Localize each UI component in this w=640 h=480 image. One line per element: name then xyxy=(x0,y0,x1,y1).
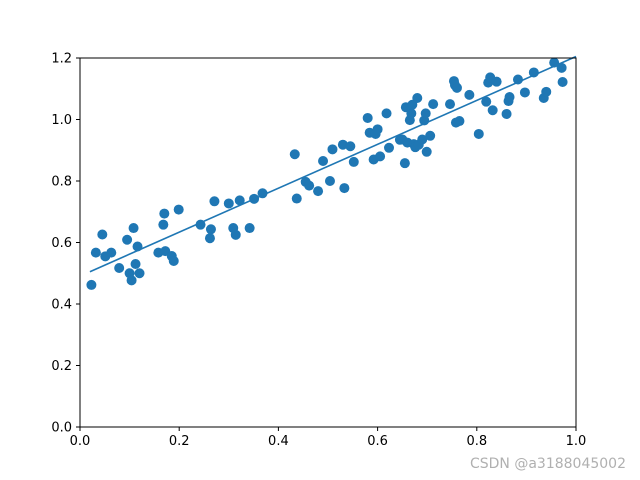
scatter-point xyxy=(327,144,338,155)
scatter-point xyxy=(205,224,216,235)
scatter-points xyxy=(86,57,568,290)
x-tick-label: 1.0 xyxy=(566,434,587,449)
scatter-point xyxy=(362,112,373,123)
scatter-point xyxy=(451,82,462,93)
scatter-point xyxy=(556,62,567,73)
scatter-point xyxy=(445,99,456,110)
scatter-point xyxy=(501,108,512,119)
scatter-point xyxy=(504,92,515,103)
scatter-point xyxy=(345,141,356,152)
scatter-point xyxy=(412,92,423,103)
fit-line xyxy=(89,55,577,273)
scatter-point xyxy=(454,116,465,127)
scatter-point xyxy=(318,156,329,167)
scatter-point xyxy=(134,268,145,279)
scatter-point xyxy=(428,99,439,110)
scatter-point xyxy=(106,247,117,258)
y-tick-label: 0.4 xyxy=(51,298,72,313)
scatter-point xyxy=(128,223,139,234)
scatter-point xyxy=(90,247,101,258)
scatter-point xyxy=(512,74,523,85)
scatter-point xyxy=(289,149,300,160)
scatter-point xyxy=(425,130,436,141)
scatter-point xyxy=(519,87,530,98)
scatter-point xyxy=(417,134,428,145)
y-tick-label: 1.2 xyxy=(51,52,72,67)
scatter-point xyxy=(337,139,348,150)
scatter-point xyxy=(130,259,141,270)
scatter-point xyxy=(557,76,568,87)
scatter-point xyxy=(384,142,395,153)
scatter-point xyxy=(168,255,179,266)
scatter-point xyxy=(159,208,170,219)
scatter-point xyxy=(372,124,383,135)
scatter-point xyxy=(464,89,475,100)
scatter-point xyxy=(86,279,97,290)
scatter-point xyxy=(541,86,552,97)
scatter-point xyxy=(244,223,255,234)
x-tick-label: 0.6 xyxy=(367,434,388,449)
scatter-point xyxy=(230,229,241,240)
y-tick-label: 1.0 xyxy=(51,113,72,128)
scatter-point xyxy=(304,180,315,191)
scatter-point xyxy=(348,156,359,167)
y-axis: 0.0 0.2 0.4 0.6 0.8 1.0 1.2 xyxy=(51,52,80,436)
scatter-point xyxy=(209,196,220,207)
scatter-point xyxy=(234,195,245,206)
watermark: CSDN @a3188045002 xyxy=(469,456,626,472)
scatter-point xyxy=(158,219,169,230)
y-tick-label: 0.2 xyxy=(51,359,72,374)
scatter-point xyxy=(491,76,502,87)
scatter-point xyxy=(399,158,410,169)
y-tick-label: 0.6 xyxy=(51,236,72,251)
scatter-point xyxy=(421,146,432,157)
scatter-point xyxy=(223,198,234,209)
scatter-point xyxy=(375,151,386,162)
x-tick-label: 0.2 xyxy=(169,434,190,449)
x-tick-label: 0.4 xyxy=(268,434,289,449)
scatter-point xyxy=(97,229,108,240)
scatter-point xyxy=(324,176,335,186)
y-tick-label: 0.0 xyxy=(51,421,72,436)
y-tick-label: 0.8 xyxy=(51,175,72,190)
scatter-point xyxy=(313,186,324,197)
x-tick-label: 0.8 xyxy=(466,434,487,449)
x-axis: 0.0 0.2 0.4 0.6 0.8 1.0 xyxy=(70,427,587,449)
scatter-point xyxy=(406,108,417,119)
scatter-point xyxy=(339,183,350,194)
scatter-point xyxy=(481,96,492,107)
scatter-point xyxy=(173,204,184,215)
scatter-point xyxy=(204,233,215,244)
scatter-point xyxy=(122,234,133,245)
scatter-point xyxy=(473,128,484,139)
scatter-point xyxy=(420,108,431,119)
scatter-point xyxy=(291,193,302,204)
scatter-point xyxy=(114,263,125,274)
scatter-point xyxy=(487,105,498,116)
scatter-point xyxy=(381,108,392,119)
scatter-point xyxy=(126,275,137,286)
x-tick-label: 0.0 xyxy=(70,434,91,449)
scatter-point xyxy=(528,67,539,78)
